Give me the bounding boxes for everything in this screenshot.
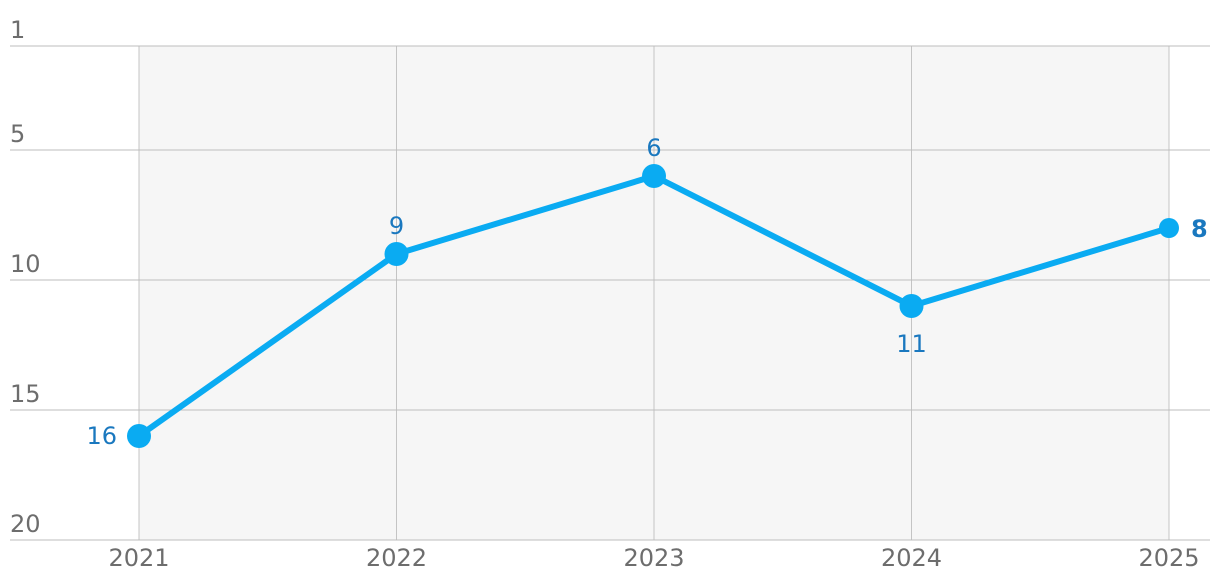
x-tick-label: 2021 xyxy=(108,544,169,572)
x-tick-label: 2022 xyxy=(366,544,427,572)
x-tick-label: 2024 xyxy=(881,544,942,572)
value-label: 9 xyxy=(389,212,404,240)
point xyxy=(384,242,409,266)
y-tick-label: 10 xyxy=(10,250,41,278)
y-tick-label: 5 xyxy=(10,120,25,148)
value-label: 6 xyxy=(646,134,661,162)
y-tick-label: 1 xyxy=(10,16,25,44)
point xyxy=(127,424,151,448)
value-label: 8 xyxy=(1191,215,1208,243)
y-tick-label: 15 xyxy=(10,380,41,408)
point xyxy=(899,294,924,318)
value-label: 16 xyxy=(86,422,117,450)
point xyxy=(1159,218,1179,238)
point xyxy=(642,164,666,188)
value-label: 11 xyxy=(896,330,927,358)
x-tick-label: 2025 xyxy=(1138,544,1199,572)
x-tick-label: 2023 xyxy=(623,544,684,572)
y-tick-label: 20 xyxy=(10,510,41,538)
